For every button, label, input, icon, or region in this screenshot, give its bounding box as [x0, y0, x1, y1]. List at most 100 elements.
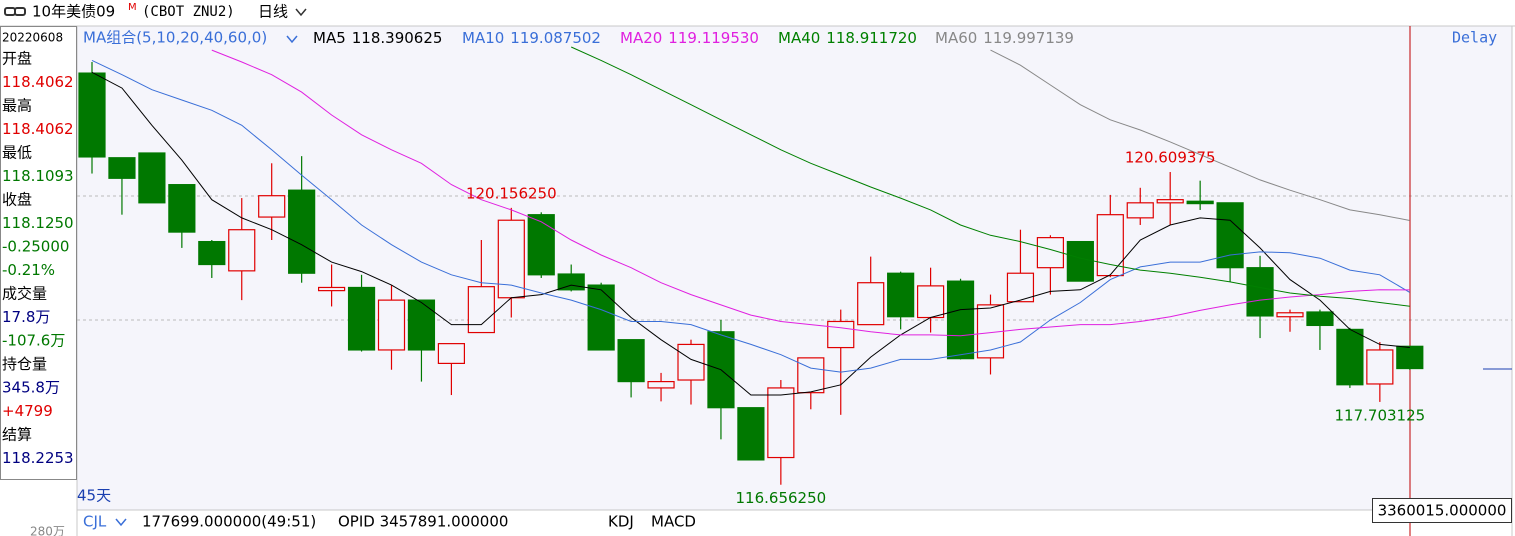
- legend-name: MA60: [935, 29, 977, 47]
- candle-body: [1036, 237, 1065, 269]
- info-row: -107.6万: [2, 332, 65, 350]
- info-row: 17.8万: [2, 308, 50, 326]
- cursor-box: [1372, 498, 1512, 523]
- candle-body: [527, 214, 555, 276]
- legend-name: MA20: [620, 29, 662, 47]
- info-row: 最低: [2, 144, 32, 162]
- info-date: 20220608: [2, 31, 63, 45]
- legend-value: 119.087502: [510, 29, 601, 47]
- candle-body: [198, 240, 226, 266]
- candle-body: [497, 219, 525, 299]
- candle-body: [737, 407, 765, 461]
- candle-body: [617, 339, 645, 383]
- candle-body: [228, 229, 256, 272]
- info-row: -0.25000: [2, 238, 69, 256]
- dropdown-icon[interactable]: [286, 35, 298, 44]
- legend-entry: MA60 119.997139: [935, 29, 1074, 47]
- legend-entry: MA5 118.390625: [313, 29, 442, 47]
- opid-info: OPID 3457891.000000: [338, 513, 508, 531]
- candle-body: [887, 272, 915, 318]
- candle-body: [1246, 267, 1274, 317]
- info-row: 118.1093: [2, 167, 74, 185]
- candle-body: [1396, 345, 1424, 370]
- info-row: 118.4062: [2, 73, 74, 91]
- candle-body: [1066, 240, 1094, 282]
- candle-body: [647, 380, 675, 389]
- info-row: 成交量: [2, 285, 47, 303]
- legend-value: 118.390625: [352, 29, 443, 47]
- legend-value: 119.119530: [668, 29, 759, 47]
- candle-body: [946, 280, 975, 360]
- candle-body: [557, 273, 585, 291]
- tab[interactable]: MACD: [651, 513, 696, 531]
- tab[interactable]: KDJ: [608, 513, 634, 531]
- candle-body: [288, 189, 316, 274]
- candle-body: [78, 72, 106, 158]
- info-row: 开盘: [2, 50, 32, 68]
- candle-body: [108, 157, 136, 179]
- candle-body: [138, 152, 166, 204]
- ma-line: [990, 49, 1410, 221]
- legend-entry: MA10 119.087502: [462, 29, 601, 47]
- days-count: 45天: [77, 487, 111, 505]
- candle-body: [467, 286, 495, 334]
- candle-body: [857, 282, 885, 326]
- indicator-selector[interactable]: CJL: [83, 513, 107, 531]
- legend-entry: MA20 119.119530: [620, 29, 759, 47]
- candle-body: [258, 195, 286, 218]
- dropdown-icon[interactable]: [295, 8, 307, 17]
- extreme-label: 120.156250: [466, 184, 557, 202]
- candle-body: [1156, 199, 1184, 204]
- ma-group[interactable]: MA组合(5,10,20,40,60,0): [83, 29, 267, 47]
- candle-body: [587, 284, 615, 351]
- instrument-code: (CBOT ZNU2): [142, 4, 235, 20]
- info-row: 118.1250: [2, 214, 74, 232]
- candle-body: [377, 299, 406, 351]
- extreme-label: 117.703125: [1335, 406, 1426, 424]
- candle-body: [1006, 272, 1035, 303]
- candle-body: [767, 387, 795, 459]
- candle-body: [1186, 200, 1214, 205]
- info-row: 118.4062: [2, 120, 74, 138]
- info-row: 345.8万: [2, 379, 60, 397]
- candle-body: [1126, 202, 1154, 219]
- candle-body: [797, 357, 825, 394]
- legend-value: 118.911720: [826, 29, 917, 47]
- status: Delay: [1452, 29, 1497, 47]
- candle-body: [1306, 311, 1334, 327]
- extreme-label: 116.656250: [736, 489, 827, 507]
- link-icon: [4, 7, 26, 16]
- candle-body: [168, 184, 196, 233]
- extreme-label: 120.609375: [1125, 149, 1216, 167]
- info-row: 收盘: [2, 191, 32, 209]
- legend-name: MA5: [313, 29, 346, 47]
- period-selector[interactable]: 日线: [258, 3, 288, 21]
- volume-info: 177699.000000(49:51): [142, 513, 316, 531]
- legend-value: 119.997139: [983, 29, 1074, 47]
- instrument-title: 10年美债09: [32, 3, 115, 21]
- cursor-value: 3360015.000000: [1378, 502, 1507, 520]
- legend-entry: MA40 118.911720: [778, 29, 917, 47]
- ma-line: [211, 49, 1410, 337]
- candle-body: [437, 343, 465, 365]
- candle-body: [916, 285, 945, 319]
- ma-line: [91, 71, 1410, 396]
- legend-name: MA10: [462, 29, 504, 47]
- ma-line: [570, 46, 1410, 307]
- footer-corner: 280万: [30, 525, 65, 536]
- info-row: 118.2253: [2, 449, 74, 467]
- dropdown-icon[interactable]: [115, 518, 127, 527]
- candle-body: [347, 286, 376, 351]
- info-row: -0.21%: [2, 261, 55, 279]
- candle-body: [1216, 202, 1244, 269]
- candle-body: [1366, 349, 1394, 385]
- info-row: +4799: [2, 402, 53, 420]
- info-panel: [0, 26, 77, 480]
- ma-line: [91, 59, 1411, 373]
- info-row: 最高: [2, 97, 32, 115]
- candle-body: [827, 320, 855, 349]
- info-row: 结算: [2, 426, 32, 444]
- candle-body: [318, 286, 346, 292]
